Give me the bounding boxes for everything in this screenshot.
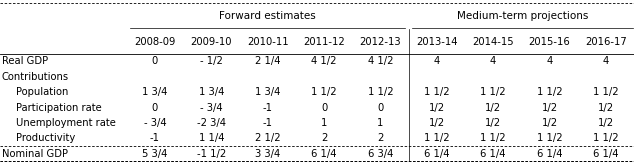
Text: Real GDP: Real GDP [2,56,48,67]
Text: 1: 1 [321,118,327,128]
Text: 1 1/2: 1 1/2 [424,87,450,97]
Text: 6 1/4: 6 1/4 [537,149,562,159]
Text: 1 3/4: 1 3/4 [198,87,224,97]
Text: 1 3/4: 1 3/4 [142,87,167,97]
Text: 1 1/2: 1 1/2 [593,133,619,143]
Text: 1 1/2: 1 1/2 [481,87,506,97]
Text: 1/2: 1/2 [541,103,557,113]
Text: 1 1/2: 1 1/2 [536,87,562,97]
Text: 1/2: 1/2 [598,103,614,113]
Text: 2008-09: 2008-09 [134,37,176,47]
Text: 1 1/2: 1 1/2 [311,87,337,97]
Text: - 1/2: - 1/2 [200,56,223,67]
Text: 1/2: 1/2 [485,118,501,128]
Text: 1/2: 1/2 [485,103,501,113]
Text: 2009-10: 2009-10 [191,37,232,47]
Text: 2012-13: 2012-13 [359,37,401,47]
Text: -1: -1 [262,118,273,128]
Text: Contributions: Contributions [2,72,69,82]
Text: 4: 4 [547,56,553,67]
Text: 2013-14: 2013-14 [416,37,458,47]
Text: 2014-15: 2014-15 [472,37,514,47]
Text: 1 1/2: 1 1/2 [536,133,562,143]
Text: 2 1/2: 2 1/2 [255,133,280,143]
Text: 4 1/2: 4 1/2 [311,56,337,67]
Text: 1/2: 1/2 [429,103,445,113]
Text: 1 1/2: 1 1/2 [368,87,393,97]
Text: 4 1/2: 4 1/2 [368,56,393,67]
Text: 1/2: 1/2 [598,118,614,128]
Text: 3 3/4: 3 3/4 [255,149,280,159]
Text: 1/2: 1/2 [429,118,445,128]
Text: 2: 2 [321,133,327,143]
Text: 6 1/4: 6 1/4 [311,149,337,159]
Text: Productivity: Productivity [16,133,75,143]
Text: 6 1/4: 6 1/4 [481,149,506,159]
Text: 1/2: 1/2 [541,118,557,128]
Text: -1 1/2: -1 1/2 [197,149,226,159]
Text: 2 1/4: 2 1/4 [255,56,280,67]
Text: 2010-11: 2010-11 [247,37,288,47]
Text: 0: 0 [152,56,158,67]
Text: 4: 4 [490,56,496,67]
Text: 0: 0 [377,103,384,113]
Text: 2015-16: 2015-16 [529,37,571,47]
Text: Participation rate: Participation rate [16,103,101,113]
Text: 1 1/2: 1 1/2 [424,133,450,143]
Text: 0: 0 [152,103,158,113]
Text: Medium-term projections: Medium-term projections [456,11,588,21]
Text: 6 1/4: 6 1/4 [593,149,619,159]
Text: -2 3/4: -2 3/4 [197,118,226,128]
Text: 4: 4 [434,56,440,67]
Text: 1 1/2: 1 1/2 [481,133,506,143]
Text: - 3/4: - 3/4 [200,103,223,113]
Text: 1 1/2: 1 1/2 [593,87,619,97]
Text: 2: 2 [377,133,384,143]
Text: Unemployment rate: Unemployment rate [16,118,116,128]
Text: 2016-17: 2016-17 [585,37,626,47]
Text: 1 1/4: 1 1/4 [198,133,224,143]
Text: Nominal GDP: Nominal GDP [2,149,68,159]
Text: 6 1/4: 6 1/4 [424,149,450,159]
Text: Forward estimates: Forward estimates [219,11,316,21]
Text: 4: 4 [603,56,609,67]
Text: -1: -1 [150,133,160,143]
Text: 1 3/4: 1 3/4 [255,87,280,97]
Text: Population: Population [16,87,68,97]
Text: 0: 0 [321,103,327,113]
Text: 5 3/4: 5 3/4 [142,149,167,159]
Text: 6 3/4: 6 3/4 [368,149,393,159]
Text: 2011-12: 2011-12 [303,37,345,47]
Text: -1: -1 [262,103,273,113]
Text: 1: 1 [377,118,384,128]
Text: - 3/4: - 3/4 [144,118,166,128]
